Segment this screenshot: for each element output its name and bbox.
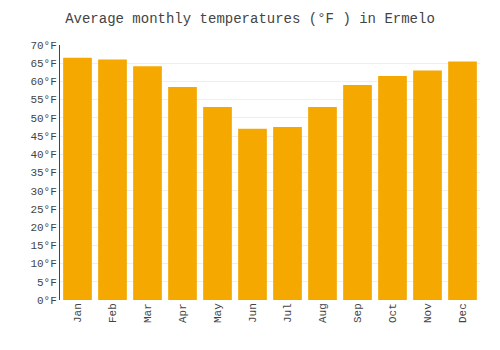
svg-text:5°F: 5°F: [37, 277, 57, 289]
svg-text:Oct: Oct: [387, 303, 399, 323]
svg-text:70°F: 70°F: [30, 40, 56, 52]
svg-text:Aug: Aug: [317, 303, 329, 323]
svg-text:60°F: 60°F: [30, 76, 56, 88]
svg-text:Average monthly temperatures (: Average monthly temperatures (°F ) in Er…: [65, 11, 435, 27]
svg-text:50°F: 50°F: [30, 113, 56, 125]
svg-text:Feb: Feb: [107, 303, 119, 323]
svg-text:Dec: Dec: [457, 303, 469, 323]
svg-text:40°F: 40°F: [30, 149, 56, 161]
svg-text:Jan: Jan: [72, 303, 84, 323]
svg-text:Jul: Jul: [282, 303, 294, 323]
svg-text:Mar: Mar: [142, 303, 154, 323]
svg-text:65°F: 65°F: [30, 58, 56, 70]
svg-text:May: May: [212, 303, 224, 323]
svg-text:Sep: Sep: [352, 303, 364, 323]
svg-text:Apr: Apr: [177, 303, 189, 323]
svg-text:10°F: 10°F: [30, 258, 56, 270]
svg-text:30°F: 30°F: [30, 186, 56, 198]
svg-text:0°F: 0°F: [37, 295, 57, 307]
svg-text:Nov: Nov: [422, 303, 434, 323]
svg-text:35°F: 35°F: [30, 167, 56, 179]
svg-text:25°F: 25°F: [30, 204, 56, 216]
svg-text:55°F: 55°F: [30, 94, 56, 106]
svg-text:Jun: Jun: [247, 303, 259, 323]
svg-text:15°F: 15°F: [30, 240, 56, 252]
svg-text:45°F: 45°F: [30, 131, 56, 143]
svg-text:20°F: 20°F: [30, 222, 56, 234]
